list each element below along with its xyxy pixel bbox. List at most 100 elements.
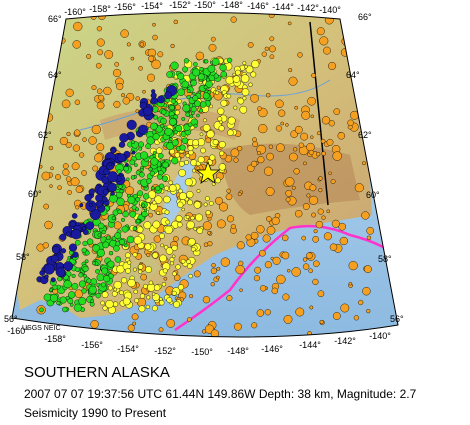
quake-dot xyxy=(348,261,358,271)
lon-tick-bottom: -158° xyxy=(44,334,66,344)
quake-dot xyxy=(196,188,201,193)
quake-dot xyxy=(294,105,299,110)
quake-dot xyxy=(332,151,342,161)
quake-dot xyxy=(192,68,201,77)
quake-dot xyxy=(165,98,170,103)
quake-dot xyxy=(138,146,143,151)
quake-dot xyxy=(113,245,120,252)
quake-dot xyxy=(269,54,275,60)
quake-dot xyxy=(122,210,129,218)
quake-dot xyxy=(194,100,201,107)
quake-dot xyxy=(146,136,155,145)
quake-dot xyxy=(248,82,253,87)
quake-dot xyxy=(265,187,275,196)
quake-dot xyxy=(108,162,113,166)
lat-tick-right: 58° xyxy=(378,254,392,264)
quake-dot xyxy=(44,91,52,100)
quake-dot xyxy=(170,261,174,266)
quake-dot xyxy=(59,233,67,241)
quake-dot xyxy=(143,193,150,200)
quake-dot xyxy=(86,54,92,60)
quake-dot xyxy=(137,264,144,270)
quake-dot xyxy=(163,276,168,281)
quake-dot xyxy=(92,244,100,253)
quake-dot xyxy=(102,305,108,311)
quake-dot xyxy=(71,162,80,171)
quake-dot xyxy=(82,265,89,272)
quake-dot xyxy=(118,141,126,148)
quake-dot xyxy=(308,268,314,274)
quake-dot xyxy=(216,85,221,90)
quake-dot xyxy=(139,171,145,178)
quake-dot xyxy=(110,147,117,154)
quake-dot xyxy=(153,235,161,243)
quake-dot xyxy=(138,124,148,135)
quake-dot xyxy=(107,171,119,183)
quake-dot xyxy=(188,273,193,279)
quake-dot xyxy=(203,85,208,90)
quake-dot xyxy=(174,152,181,158)
lon-tick-bottom: -148° xyxy=(227,346,249,356)
quake-dot xyxy=(239,105,248,114)
quake-dot xyxy=(70,229,82,240)
quake-dot xyxy=(67,298,74,304)
quake-dot xyxy=(101,230,106,235)
quake-dot xyxy=(146,178,152,184)
quake-dot xyxy=(123,165,129,172)
quake-dot xyxy=(103,168,110,176)
quake-dot xyxy=(107,182,117,193)
lon-tick-top: -158° xyxy=(89,4,111,14)
quake-dot xyxy=(78,272,84,278)
quake-dot xyxy=(155,185,161,192)
quake-dot xyxy=(235,265,245,275)
quake-dot xyxy=(163,195,171,204)
quake-dot xyxy=(52,284,58,290)
lat-tick-left: 60° xyxy=(28,189,42,199)
quake-dot xyxy=(141,210,148,218)
quake-dot xyxy=(264,309,271,316)
quake-dot xyxy=(241,88,250,96)
quake-dot xyxy=(288,76,298,86)
region-title: SOUTHERN ALASKA xyxy=(24,364,170,381)
quake-dot xyxy=(293,168,300,175)
event-star xyxy=(195,160,221,184)
quake-dot xyxy=(324,15,334,25)
quake-dot xyxy=(294,125,303,134)
quake-dot xyxy=(92,165,99,172)
quake-dot xyxy=(103,86,112,96)
quake-dot xyxy=(323,46,331,55)
quake-dot xyxy=(285,197,291,203)
quake-dot xyxy=(125,268,131,274)
quake-dot xyxy=(153,284,161,291)
quake-dot xyxy=(210,329,220,337)
quake-dot xyxy=(166,297,173,303)
quake-dot xyxy=(135,197,141,202)
quake-dot xyxy=(146,252,151,257)
lat-tick-right: 60° xyxy=(366,190,380,200)
quake-dot xyxy=(72,144,81,152)
quake-dot xyxy=(269,36,275,42)
quake-dot xyxy=(131,140,135,145)
quake-dot xyxy=(106,235,111,240)
quake-dot xyxy=(285,123,289,127)
quake-dot xyxy=(245,65,254,74)
quake-dot xyxy=(156,210,161,215)
quake-dot xyxy=(91,85,97,91)
quake-dot xyxy=(102,189,109,195)
quake-dot xyxy=(112,301,119,307)
quake-dot xyxy=(318,188,323,193)
quake-dot xyxy=(150,122,158,131)
quake-dot xyxy=(247,42,254,48)
credit-label: USGS NEIC xyxy=(22,325,61,332)
quake-dot xyxy=(186,259,191,265)
quake-dot xyxy=(237,192,242,197)
quake-dot xyxy=(62,163,69,170)
quake-dot xyxy=(280,121,285,126)
quake-dot xyxy=(171,244,178,251)
quake-dot xyxy=(260,285,267,292)
lon-tick-top: -144° xyxy=(272,2,294,12)
seismicity-map: -160° -158° -156° -154° -152° -150° -148° -146°… xyxy=(4,0,404,357)
quake-dot xyxy=(169,184,177,192)
quake-dot xyxy=(205,210,211,216)
quake-dot xyxy=(266,216,272,222)
